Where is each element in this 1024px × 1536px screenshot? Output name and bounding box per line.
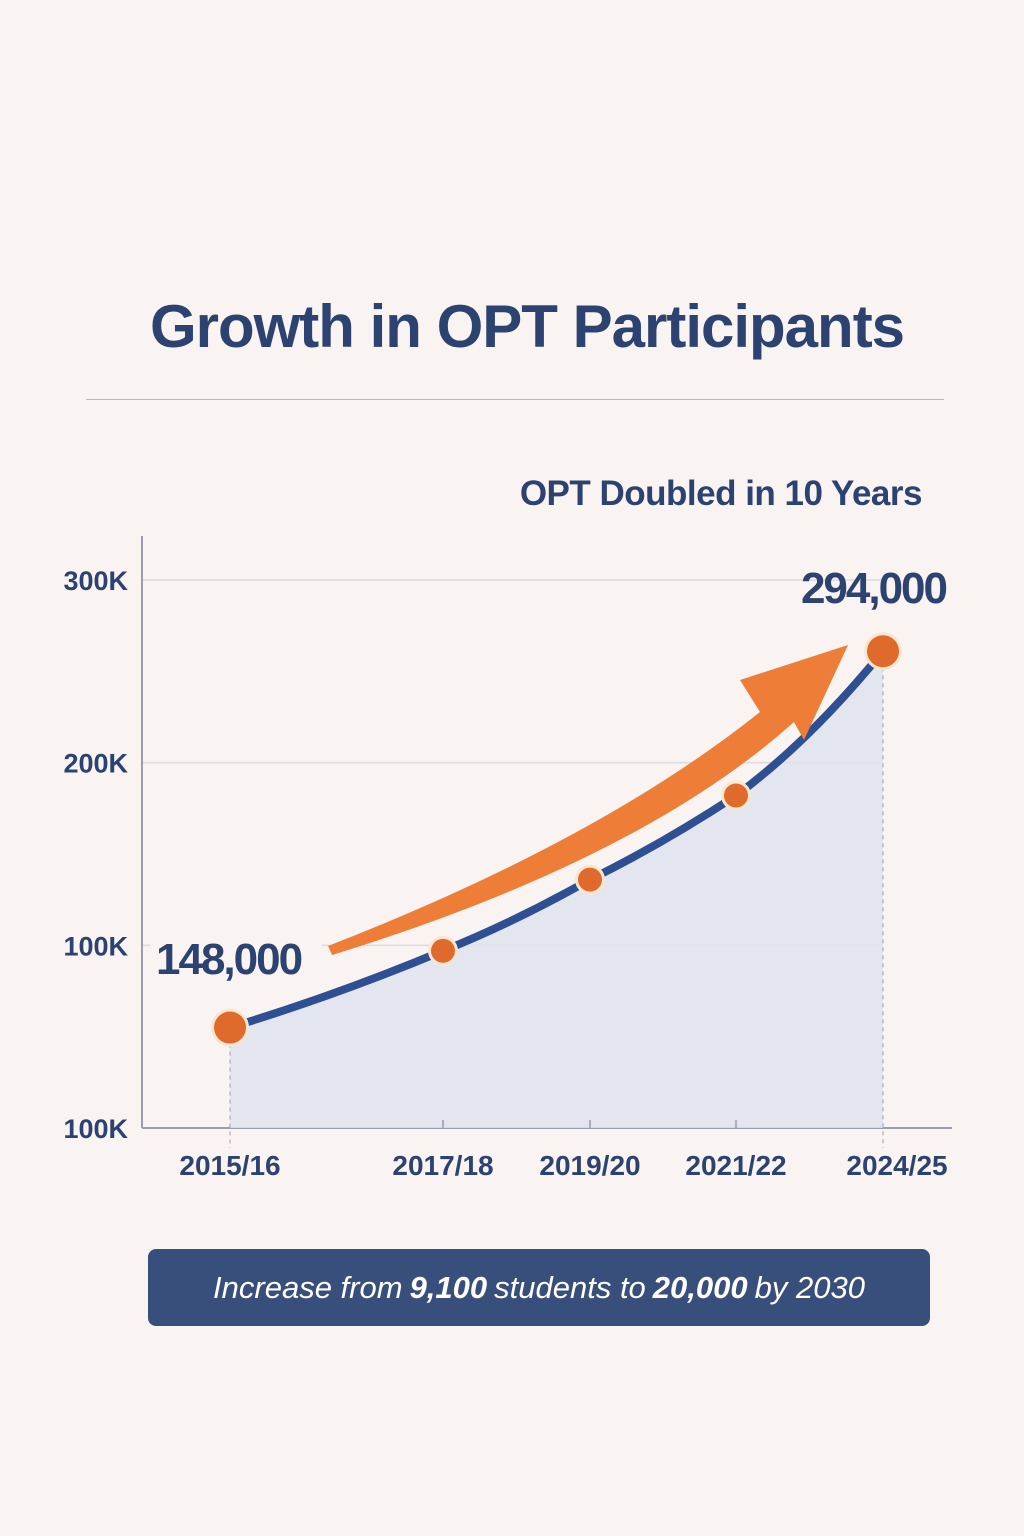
x-tick-label: 2017/18 (392, 1150, 493, 1181)
data-point (724, 783, 748, 808)
y-tick-label: 300K (63, 566, 128, 596)
label-background (150, 930, 322, 980)
x-tick-label: 2024/25 (846, 1150, 947, 1181)
data-point (214, 1011, 246, 1044)
data-label-last: 294,000 (801, 564, 947, 613)
banner-text-2: students to (494, 1269, 646, 1305)
title-divider (86, 399, 944, 400)
chart-subtitle: OPT Doubled in 10 Years (519, 474, 923, 513)
summary-banner: Increase from 9,100 students to 20,000 b… (148, 1249, 930, 1326)
x-tick-label: 2015/16 (179, 1150, 280, 1181)
area-fill (230, 651, 883, 1128)
banner-text-1: Increase from (213, 1269, 403, 1305)
y-tick-label: 100K (63, 931, 128, 961)
data-point (867, 635, 899, 668)
banner-value-1: 9,100 (409, 1269, 488, 1305)
x-tick-label: 2019/20 (539, 1150, 640, 1181)
data-point (431, 938, 455, 963)
y-tick-label: 200K (63, 749, 128, 779)
data-point (578, 867, 602, 892)
banner-text-3: by 2030 (754, 1269, 865, 1305)
y-tick-label: 100K (63, 1114, 128, 1144)
banner-value-2: 20,000 (652, 1269, 748, 1305)
x-tick-label: 2021/22 (685, 1150, 786, 1181)
data-label-first: 148,000 (156, 935, 302, 984)
trend-arrow (328, 645, 848, 955)
chart-title: Growth in OPT Participants (149, 293, 905, 360)
